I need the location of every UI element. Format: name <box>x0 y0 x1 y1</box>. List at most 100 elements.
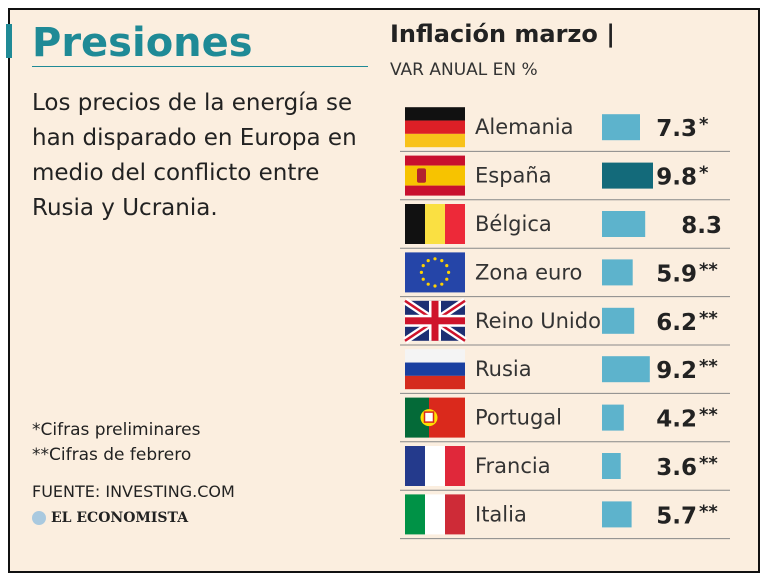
star-icon <box>421 264 425 268</box>
chart-row: Francia 3.6 ** <box>400 446 730 491</box>
star-icon <box>433 284 437 288</box>
bar <box>602 114 640 141</box>
star-icon <box>426 259 430 263</box>
footnotes: *Cifras preliminares **Cifras de febrero <box>32 418 200 468</box>
tick-label: Reino Unido <box>475 309 601 333</box>
footnote-mark: * <box>699 163 709 184</box>
tick-label: Italia <box>475 502 527 526</box>
flag-stripe <box>425 204 445 244</box>
coat-of-arms-icon <box>417 168 426 183</box>
data-label: 6.2 <box>656 310 697 336</box>
title-accent-bar <box>6 24 12 58</box>
flag-stripe <box>425 446 445 486</box>
bar <box>602 307 635 334</box>
chart-row: Portugal 4.2 ** <box>400 397 730 443</box>
data-label: 7.3 <box>656 116 697 142</box>
chart-row: España 9.8 * <box>400 155 730 201</box>
flag-stripe <box>445 204 465 244</box>
data-label: 9.2 <box>656 358 697 384</box>
eu-flag <box>405 252 465 293</box>
footnote-mark: ** <box>699 308 718 329</box>
data-label: 8.3 <box>681 213 722 239</box>
chart-row: Rusia 9.2 ** <box>400 349 730 394</box>
brand-logo: EL ECONOMISTA <box>32 510 188 526</box>
italy-flag <box>405 494 465 535</box>
bar <box>602 356 650 383</box>
flag-stripe <box>405 362 465 376</box>
portugal-flag <box>405 397 465 438</box>
bar <box>602 211 646 237</box>
chart-title: Inflación marzo | <box>390 20 615 48</box>
tick-label: Alemania <box>475 115 573 139</box>
shield-icon <box>423 411 435 423</box>
source-label: FUENTE: INVESTING.COM <box>32 482 235 501</box>
footnote-mark: ** <box>699 259 718 280</box>
infographic-panel <box>8 8 760 573</box>
footnote-february: **Cifras de febrero <box>32 445 192 465</box>
germany-flag <box>405 107 465 148</box>
data-label: 3.6 <box>656 455 697 481</box>
chart-row: Bélgica 8.3 <box>400 204 730 249</box>
star-icon <box>445 277 449 281</box>
star-icon <box>445 264 449 268</box>
belgium-flag <box>405 204 465 244</box>
flag-stripe <box>405 446 425 486</box>
flag-stripe <box>405 204 425 244</box>
tick-label: Portugal <box>475 406 562 430</box>
data-label: 5.9 <box>656 261 697 287</box>
data-label: 9.8 <box>656 165 697 191</box>
chart-row: Italia 5.7 ** <box>405 494 718 535</box>
title-rule <box>32 66 368 67</box>
france-flag <box>405 446 465 486</box>
footnote-mark: * <box>699 114 709 135</box>
star-icon <box>447 270 451 274</box>
chart-row: Alemania 7.3 * <box>400 107 730 152</box>
star-icon <box>440 282 444 286</box>
flag-stripe <box>405 120 465 134</box>
flag-stripe <box>405 494 425 535</box>
chart-row: Zona euro 5.9 ** <box>400 252 730 298</box>
flag-stripe <box>405 155 465 166</box>
tick-label: Zona euro <box>475 260 582 284</box>
flag-stripe <box>445 446 465 486</box>
bar <box>602 501 632 528</box>
brand-name: EL ECONOMISTA <box>51 510 189 526</box>
footnote-mark: ** <box>699 501 718 522</box>
footnote-mark: ** <box>699 356 718 377</box>
page-title: Presiones <box>32 20 253 66</box>
flag-stripe <box>445 494 465 535</box>
uk-flag <box>403 297 467 344</box>
flag-stripe <box>405 349 465 363</box>
footnote-mark: ** <box>699 405 718 426</box>
flag-stripe <box>405 165 465 186</box>
bar <box>602 404 624 431</box>
flag-cross <box>405 317 465 325</box>
spain-flag <box>405 155 465 196</box>
star-icon <box>433 257 437 261</box>
bar <box>602 453 621 479</box>
flag-stripe <box>405 375 465 390</box>
data-label: 4.2 <box>656 407 697 433</box>
tick-label: Rusia <box>475 357 532 381</box>
tick-label: España <box>475 164 552 188</box>
star-icon <box>421 277 425 281</box>
flag-stripe <box>405 133 465 148</box>
description-text: Los precios de la energía se han dispara… <box>32 90 357 221</box>
chart-row: Reino Unido 6.2 ** <box>400 297 730 346</box>
globe-icon <box>32 511 46 525</box>
tick-label: Francia <box>475 454 551 478</box>
flag-stripe <box>405 185 465 196</box>
chart-subtitle: VAR ANUAL EN % <box>390 60 538 80</box>
flag-stripe <box>425 494 445 535</box>
russia-flag <box>405 349 465 390</box>
star-icon <box>426 282 430 286</box>
tick-label: Bélgica <box>475 212 552 236</box>
flag-stripe <box>405 107 465 121</box>
footnote-mark: ** <box>699 453 718 474</box>
data-label: 5.7 <box>656 503 697 529</box>
star-icon <box>419 270 423 274</box>
bar <box>602 259 633 286</box>
bar <box>602 162 653 189</box>
footnote-preliminary: *Cifras preliminares <box>32 420 201 440</box>
